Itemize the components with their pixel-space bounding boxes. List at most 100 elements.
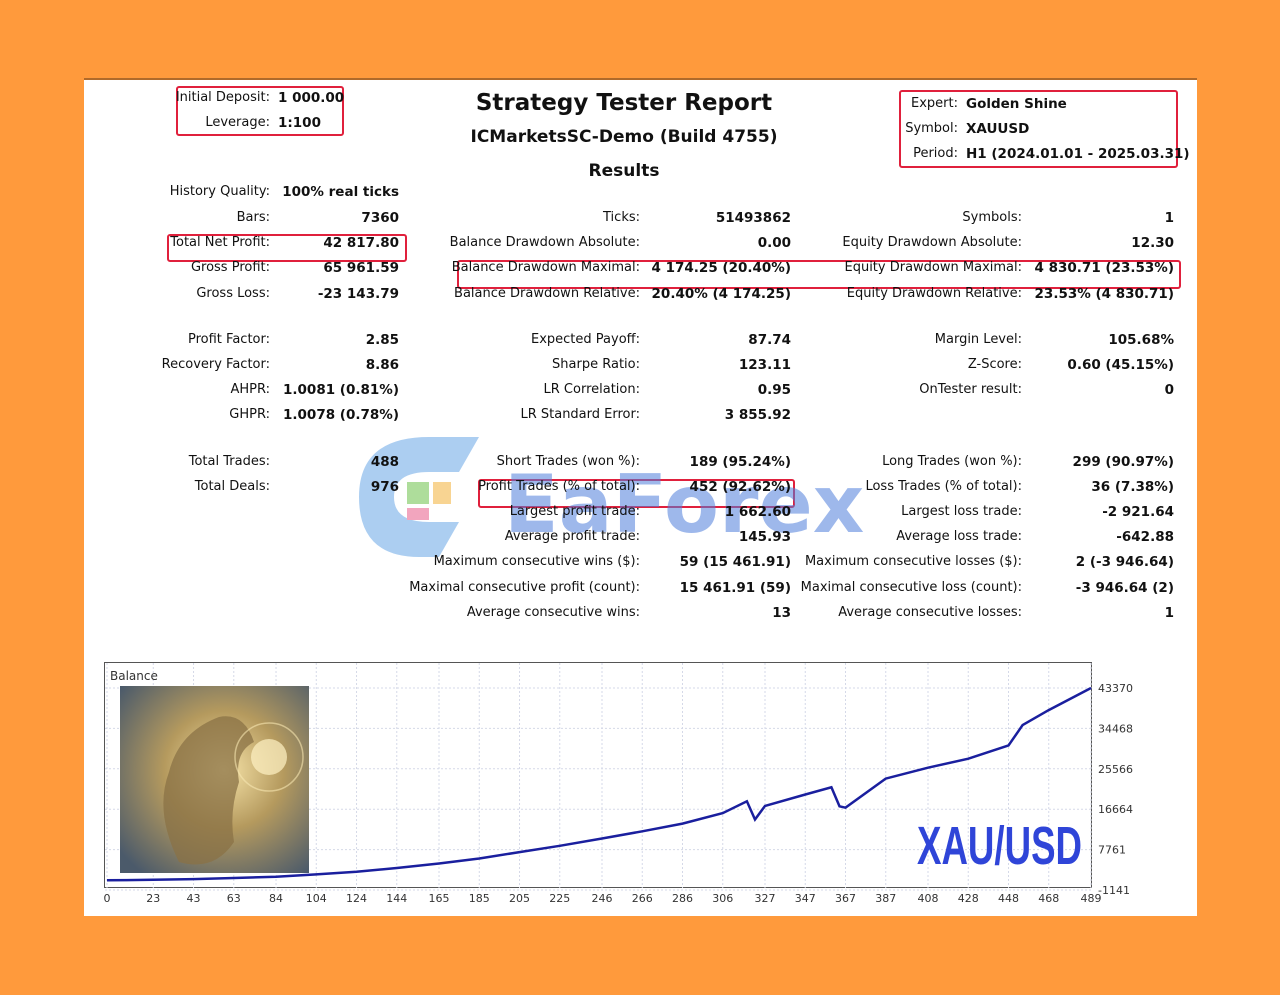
- stat-col3-value: 105.68%: [1108, 332, 1174, 348]
- stat-col2-value: 20.40% (4 174.25): [651, 286, 791, 302]
- stat-col3-label: Equity Drawdown Relative:: [846, 286, 1022, 301]
- balance-chart: Balance XAU/USD 0 23 43 63 84 104 124 144 165 185…: [104, 663, 1133, 905]
- period-label: Period:: [913, 146, 958, 161]
- stat-col1-value: 1.0081 (0.81%): [283, 382, 399, 398]
- stat-col2-value: 0.95: [757, 382, 791, 398]
- stat-col1-value: 7360: [361, 210, 399, 226]
- x-tick-label: 165: [429, 892, 450, 905]
- stat-col2-label: Balance Drawdown Relative:: [454, 286, 640, 301]
- stat-col3-label: Equity Drawdown Maximal:: [844, 260, 1022, 275]
- expert-value: Golden Shine: [966, 96, 1067, 112]
- stat-col1-value: 976: [370, 479, 399, 495]
- y-tick-label: 34468: [1098, 722, 1133, 735]
- x-axis-ticks: 0 23 43 63 84 104 124 144 165 185 205 225 246 266 286 3…: [104, 892, 1102, 905]
- x-tick-label: 246: [592, 892, 613, 905]
- stat-col1-value: 488: [370, 454, 399, 470]
- stat-col3-value: 36 (7.38%): [1091, 479, 1174, 495]
- stat-col2-value: 145.93: [738, 529, 791, 545]
- stat-col2-label: Average consecutive wins:: [466, 605, 640, 620]
- stat-col2-value: 0.00: [757, 235, 791, 251]
- stat-col3-value: 0: [1164, 382, 1174, 398]
- stat-col2-value: 59 (15 461.91): [679, 554, 791, 570]
- x-tick-label: 286: [672, 892, 693, 905]
- stat-col3-label: Margin Level:: [934, 332, 1022, 347]
- deposit-highlight-box: [176, 86, 344, 136]
- stat-col2-label: Balance Drawdown Absolute:: [449, 235, 640, 250]
- stat-col1-label: History Quality:: [169, 184, 270, 199]
- stat-col1-value: 65 961.59: [323, 260, 399, 276]
- x-tick-label: 124: [346, 892, 367, 905]
- x-tick-label: 468: [1038, 892, 1059, 905]
- stat-col3-value: 2 (-3 946.64): [1075, 554, 1174, 570]
- symbol-value: XAUUSD: [966, 121, 1030, 137]
- stat-col3-label: OnTester result:: [919, 382, 1022, 397]
- x-tick-label: 205: [509, 892, 530, 905]
- stat-col3-label: Maximum consecutive losses ($):: [804, 554, 1022, 569]
- xau-usd-overlay-label: XAU/USD: [917, 816, 1082, 876]
- stat-col1-value: 100% real ticks: [282, 184, 399, 200]
- balance-drawdown-highlight-box: [457, 260, 1181, 289]
- stat-col3-value: 12.30: [1131, 235, 1174, 251]
- stat-col2-label: Ticks:: [603, 210, 640, 225]
- balance-series-line: [106, 686, 1092, 882]
- stat-col1-label: AHPR:: [230, 382, 270, 397]
- report-title: Strategy Tester Report: [475, 90, 773, 116]
- x-tick-label: 43: [187, 892, 201, 905]
- stat-col2-value: 3 855.92: [724, 407, 791, 423]
- x-tick-label: 63: [227, 892, 241, 905]
- x-tick-label: 306: [712, 892, 733, 905]
- x-tick-label: 448: [998, 892, 1019, 905]
- stat-col2-value: 452 (92.62%): [689, 479, 791, 495]
- stat-col3-value: -3 946.64 (2): [1075, 580, 1174, 596]
- stat-col3-value: 23.53% (4 830.71): [1034, 286, 1174, 302]
- stat-col1-value: -23 143.79: [317, 286, 399, 302]
- stat-col2-label: Balance Drawdown Maximal:: [451, 260, 640, 275]
- stat-col2-label: LR Correlation:: [543, 382, 640, 397]
- stat-col2-label: Maximal consecutive profit (count):: [409, 580, 640, 595]
- stat-col3-value: 1: [1164, 210, 1174, 226]
- stat-col1-label: Gross Profit:: [190, 260, 270, 275]
- stat-col3-label: Long Trades (won %):: [882, 454, 1022, 469]
- y-tick-label: -1141: [1098, 884, 1130, 897]
- x-tick-label: 225: [549, 892, 570, 905]
- x-tick-label: 0: [104, 892, 111, 905]
- stat-col2-value: 13: [772, 605, 791, 621]
- stat-col1-label: GHPR:: [229, 407, 270, 422]
- stat-col3-value: -642.88: [1116, 529, 1174, 545]
- leverage-value: 1:100: [278, 115, 321, 131]
- stat-col2-label: Average profit trade:: [504, 529, 640, 544]
- stat-col1-label: Profit Factor:: [188, 332, 270, 347]
- period-value: H1 (2024.01.01 - 2025.03.31): [966, 146, 1190, 162]
- stat-col3-label: Loss Trades (% of total):: [865, 479, 1022, 494]
- stat-col1-label: Total Net Profit:: [170, 235, 270, 250]
- x-tick-label: 185: [469, 892, 490, 905]
- stat-col3-value: 0.60 (45.15%): [1067, 357, 1174, 373]
- stat-col3-value: 299 (90.97%): [1072, 454, 1174, 470]
- stat-col2-value: 87.74: [748, 332, 791, 348]
- stat-col2-label: Short Trades (won %):: [496, 454, 640, 469]
- thumbnail-portrait-image: [120, 686, 309, 873]
- x-tick-label: 266: [632, 892, 653, 905]
- stat-col1-label: Total Trades:: [188, 454, 270, 469]
- initial-deposit-label: Initial Deposit:: [175, 90, 270, 105]
- profit-trades-highlight-box: [478, 479, 795, 508]
- stat-col1-label: Gross Loss:: [196, 286, 270, 301]
- stat-col2-label: Expected Payoff:: [531, 332, 640, 347]
- x-tick-label: 428: [958, 892, 979, 905]
- initial-deposit-value: 1 000.00: [278, 90, 345, 106]
- expert-highlight-box: [899, 90, 1178, 168]
- symbol-label: Symbol:: [905, 121, 958, 136]
- stat-col2-label: Maximum consecutive wins ($):: [433, 554, 640, 569]
- stat-col3-label: Maximal consecutive loss (count):: [800, 580, 1022, 595]
- net-profit-highlight-box: [167, 234, 407, 262]
- x-tick-label: 104: [306, 892, 327, 905]
- stat-col2-value: 123.11: [738, 357, 791, 373]
- stat-col2-label: Profit Trades (% of total):: [478, 479, 640, 494]
- stat-col3-label: Largest loss trade:: [901, 504, 1022, 519]
- chart-title: Balance: [110, 669, 158, 683]
- stat-col2-value: 4 174.25 (20.40%): [651, 260, 791, 276]
- stat-col3-label: Average consecutive losses:: [838, 605, 1022, 620]
- stat-col1-value: 1.0078 (0.78%): [283, 407, 399, 423]
- stat-col2-value: 1 662.60: [724, 504, 791, 520]
- stat-col1-label: Bars:: [236, 210, 270, 225]
